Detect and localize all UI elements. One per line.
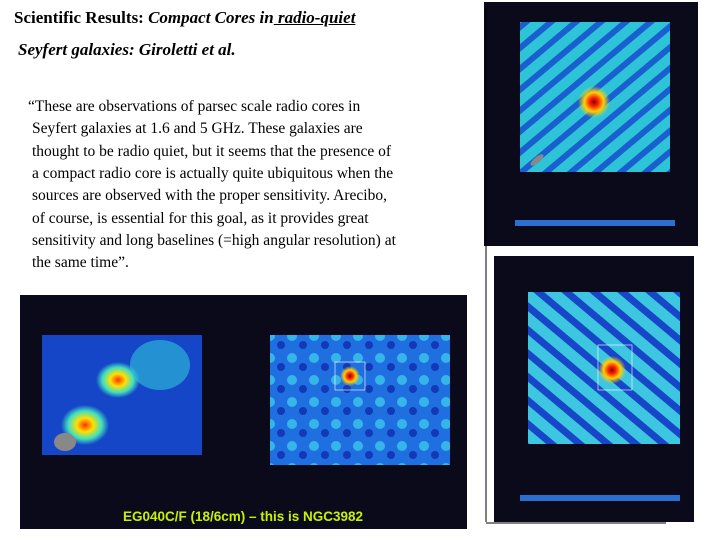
title-line2: Seyfert galaxies: Giroletti et al.: [18, 40, 236, 59]
title-underlined: radio-quiet: [273, 8, 356, 27]
quote-line: thought to be radio quiet, but it seems …: [32, 142, 391, 160]
box: [597, 344, 633, 391]
radio-map: [270, 335, 450, 465]
title-italic: Compact Cores in: [148, 8, 274, 27]
beam: [530, 154, 544, 166]
title-line: Scientific Results: Compact Cores in rad…: [14, 8, 355, 28]
core: [598, 356, 626, 384]
quote-line: sources are observed with the proper sen…: [32, 187, 387, 205]
blob: [96, 362, 140, 398]
quote-line: “These are observations of parsec scale …: [28, 98, 361, 115]
quote-line: Seyfert galaxies at 1.6 and 5 GHz. These…: [32, 120, 363, 138]
quote-line: a compact radio core is actually quite u…: [32, 164, 394, 182]
caption: EG040C/F (18/6cm) – this is NGC3982: [123, 509, 363, 524]
blob: [61, 405, 109, 445]
colorbar: [520, 495, 680, 501]
core: [340, 366, 360, 386]
quote-line: the same time”.: [32, 254, 129, 272]
quote-line: sensitivity and long baselines (=high an…: [32, 231, 396, 249]
title-bold: Scientific Results:: [14, 8, 144, 27]
colorbar: [515, 220, 675, 226]
blob: [130, 340, 190, 390]
quote-line: of course, is essential for this goal, a…: [32, 209, 369, 227]
beam: [54, 433, 76, 451]
box: [334, 361, 366, 391]
core: [578, 86, 610, 118]
